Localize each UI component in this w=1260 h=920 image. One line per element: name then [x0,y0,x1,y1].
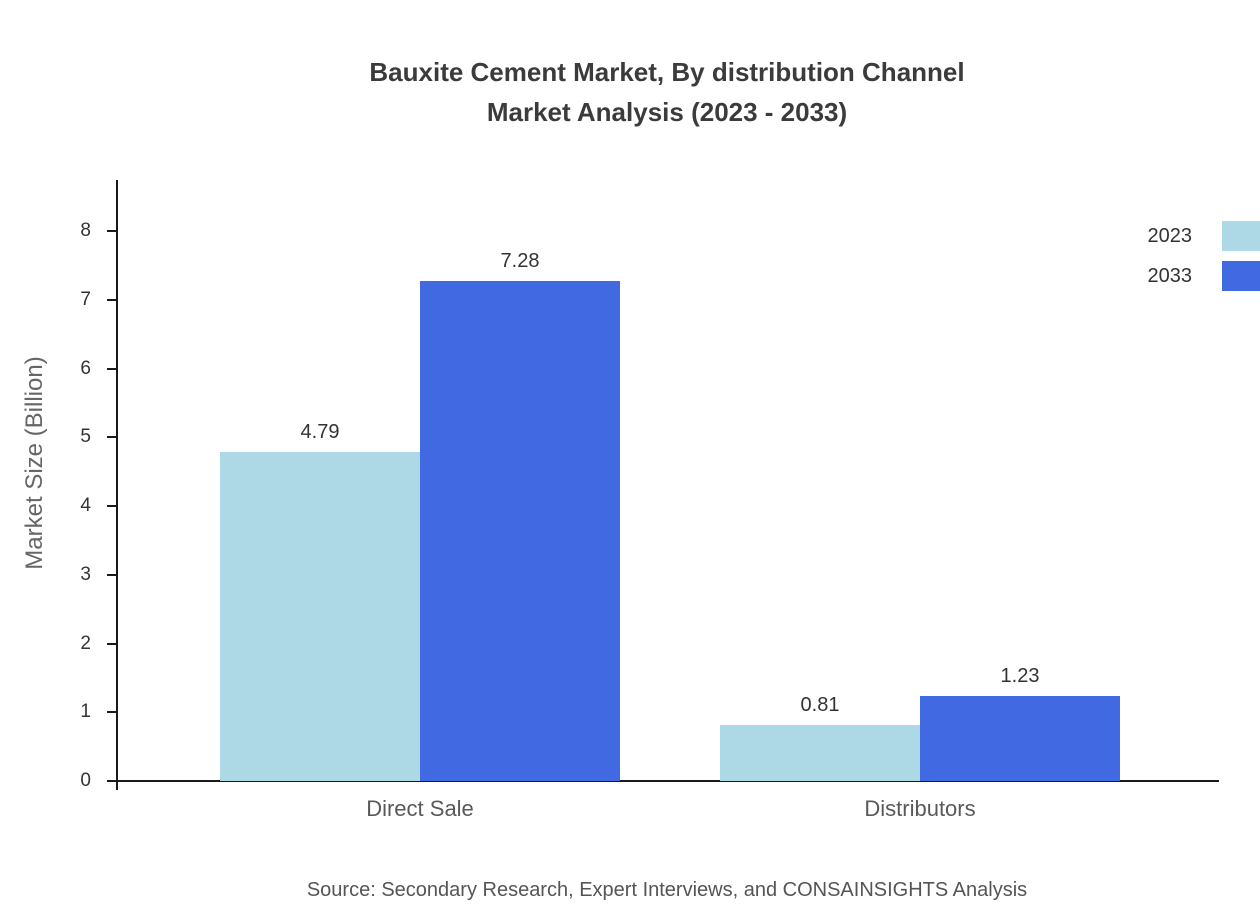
bar-value-label: 1.23 [1000,665,1040,688]
y-tick-label: 6 [80,357,91,379]
bar-2023-distributors [720,725,920,781]
legend-item-2023: 2023 [1148,221,1260,251]
y-tick-label: 5 [80,426,91,448]
y-tick-mark [107,780,116,782]
y-tick-label: 8 [80,220,91,241]
chart-title: Bauxite Cement Market, By distribution C… [74,52,1260,132]
legend-item-2033: 2033 [1148,261,1260,291]
y-tick-mark [107,505,116,507]
bar-value-label: 0.81 [800,694,840,717]
bar-value-label: 7.28 [500,249,540,272]
legend-label: 2033 [1147,264,1193,287]
bar-2033-direct-sale [420,280,620,781]
y-tick-label: 4 [80,495,91,516]
y-tick-label: 7 [80,288,91,310]
y-tick-label: 2 [80,632,91,654]
source-note: Source: Secondary Research, Expert Inter… [306,879,1028,901]
legend-swatch [1222,261,1260,291]
y-tick-mark [107,642,116,645]
y-tick-mark [107,436,116,439]
y-tick-label: 3 [80,563,91,585]
y-tick-mark [107,573,116,576]
y-tick-label: 1 [80,701,91,723]
bar-2023-direct-sale [220,451,420,781]
y-tick-mark [107,230,116,232]
bar-2033-distributors [920,696,1120,781]
y-axis-line [116,180,118,790]
x-axis-line [116,780,1219,782]
chart-title-line1: Bauxite Cement Market, By distribution C… [369,57,965,87]
y-tick-mark [107,711,116,714]
chart-title-line2: Market Analysis (2023 - 2033) [486,97,848,127]
legend: 2023 2033 [1148,221,1260,301]
legend-swatch [1222,221,1260,251]
category-label: Direct Sale [366,796,474,821]
y-tick-mark [107,367,116,370]
legend-label: 2023 [1147,224,1193,247]
y-axis-label: Market Size (Billion) [21,356,48,570]
bar-value-label: 4.79 [300,420,340,443]
y-tick-mark [107,298,116,301]
y-tick-label: 0 [80,770,91,791]
category-label: Distributors [864,796,976,821]
